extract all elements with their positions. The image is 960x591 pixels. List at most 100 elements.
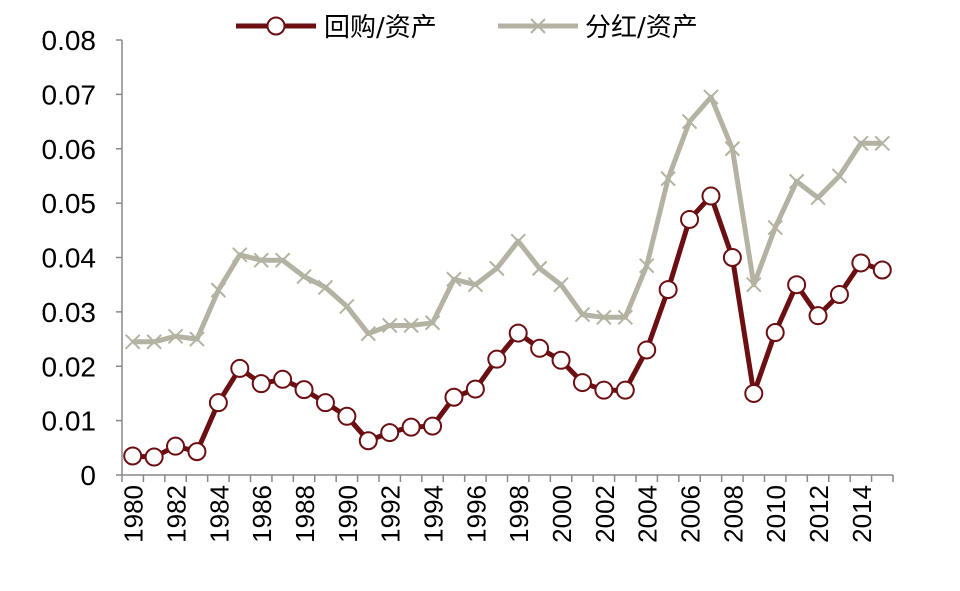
data-point-dividend — [831, 168, 848, 184]
x-tick-label: 2002 — [590, 485, 620, 543]
data-point-dividend — [360, 325, 376, 342]
data-point-dividend — [724, 141, 741, 157]
data-point-dividend — [467, 276, 484, 293]
x-tick-label: 1996 — [461, 485, 491, 543]
data-point-dividend — [253, 252, 269, 268]
data-point-dividend — [274, 252, 291, 268]
y-tick-label: 0.07 — [42, 79, 97, 110]
legend-item-dividend: 分红/资产 — [498, 13, 698, 43]
data-point-buyback — [551, 350, 571, 370]
y-tick-label: 0.01 — [42, 406, 97, 437]
data-point-buyback — [487, 349, 507, 369]
data-point-buyback — [680, 209, 700, 229]
data-point-dividend — [167, 328, 184, 345]
data-point-dividend — [596, 309, 612, 326]
data-point-dividend — [317, 279, 334, 296]
data-point-dividend — [210, 282, 227, 298]
x-tick-label: 2006 — [676, 485, 706, 543]
y-tick-label: 0.06 — [42, 134, 97, 165]
data-point-dividend — [553, 276, 569, 293]
data-point-buyback — [637, 340, 657, 360]
data-point-buyback — [337, 406, 357, 426]
x-tick-label: 2000 — [547, 485, 577, 543]
data-point-buyback — [358, 431, 378, 451]
data-point-buyback — [787, 275, 807, 295]
legend-label-dividend: 分红/资产 — [585, 13, 698, 43]
series-line-dividend — [132, 94, 883, 345]
data-point-buyback — [401, 417, 421, 437]
data-point-dividend — [489, 260, 505, 277]
data-point-buyback — [423, 416, 443, 436]
x-tick-label: 1980 — [119, 485, 149, 543]
x-tick-label: 1992 — [376, 485, 406, 543]
data-point-buyback — [744, 383, 764, 403]
data-point-buyback — [722, 248, 742, 267]
data-point-dividend — [617, 309, 633, 326]
data-point-buyback — [508, 323, 528, 343]
data-point-dividend — [232, 247, 248, 263]
data-point-dividend — [382, 317, 398, 334]
legend-marker-dividend — [530, 18, 546, 34]
x-tick-label: 1994 — [419, 485, 449, 543]
x-tick-label: 2008 — [718, 485, 748, 543]
data-point-buyback — [872, 260, 892, 280]
legend: 回购/资产 分红/资产 — [236, 13, 698, 43]
data-point-dividend — [681, 113, 698, 130]
data-point-buyback — [315, 393, 335, 413]
data-point-buyback — [701, 186, 721, 206]
data-point-buyback — [530, 338, 550, 358]
data-point-buyback — [465, 379, 485, 399]
data-point-dividend — [639, 257, 655, 274]
data-point-dividend — [125, 334, 141, 350]
data-point-dividend — [424, 315, 441, 331]
data-point-buyback — [829, 284, 849, 304]
data-point-buyback — [251, 374, 271, 394]
x-tick-label: 1990 — [333, 485, 363, 543]
y-tick-label: 0 — [80, 460, 96, 491]
data-point-dividend — [446, 271, 462, 287]
x-tick-label: 2012 — [804, 485, 834, 543]
legend-label-buyback: 回购/资产 — [324, 13, 437, 43]
data-point-dividend — [767, 219, 783, 236]
data-point-buyback — [380, 423, 400, 443]
data-point-dividend — [574, 306, 591, 323]
data-point-buyback — [765, 323, 785, 343]
data-point-dividend — [296, 268, 312, 285]
legend-marker-buyback — [266, 16, 286, 36]
y-tick-label: 0.08 — [42, 25, 97, 56]
data-point-dividend — [660, 170, 676, 187]
series-dividend — [125, 89, 890, 350]
series-buyback — [123, 186, 892, 467]
data-point-buyback — [615, 380, 635, 400]
data-point-buyback — [658, 280, 678, 300]
x-tick-label: 1998 — [504, 485, 534, 543]
data-point-buyback — [294, 380, 314, 400]
data-point-buyback — [851, 253, 871, 273]
data-point-buyback — [144, 447, 164, 467]
data-point-buyback — [123, 446, 143, 466]
data-point-dividend — [531, 260, 548, 277]
x-tick-label: 2004 — [633, 485, 663, 543]
y-tick-label: 0.02 — [42, 351, 97, 382]
data-point-dividend — [788, 173, 805, 190]
data-point-buyback — [187, 442, 207, 462]
axes: 0 0.01 0.02 0.03 0.04 0.05 0.06 0.07 0.08 1980 198… — [42, 25, 894, 543]
x-tick-label: 1988 — [290, 485, 320, 543]
data-point-dividend — [746, 276, 762, 293]
data-point-buyback — [273, 369, 293, 389]
data-point-dividend — [146, 334, 162, 350]
data-point-dividend — [189, 331, 205, 347]
y-tick-label: 0.04 — [42, 243, 97, 274]
x-tick-label: 1986 — [247, 485, 277, 543]
data-point-buyback — [230, 358, 250, 378]
legend-item-buyback: 回购/资产 — [236, 13, 437, 43]
data-point-buyback — [444, 387, 464, 407]
data-point-dividend — [510, 233, 526, 249]
data-point-dividend — [853, 135, 869, 152]
data-point-buyback — [808, 306, 828, 326]
data-point-dividend — [874, 135, 890, 152]
data-point-buyback — [166, 436, 186, 456]
y-tick-label: 0.03 — [42, 297, 97, 328]
data-point-dividend — [339, 298, 355, 315]
